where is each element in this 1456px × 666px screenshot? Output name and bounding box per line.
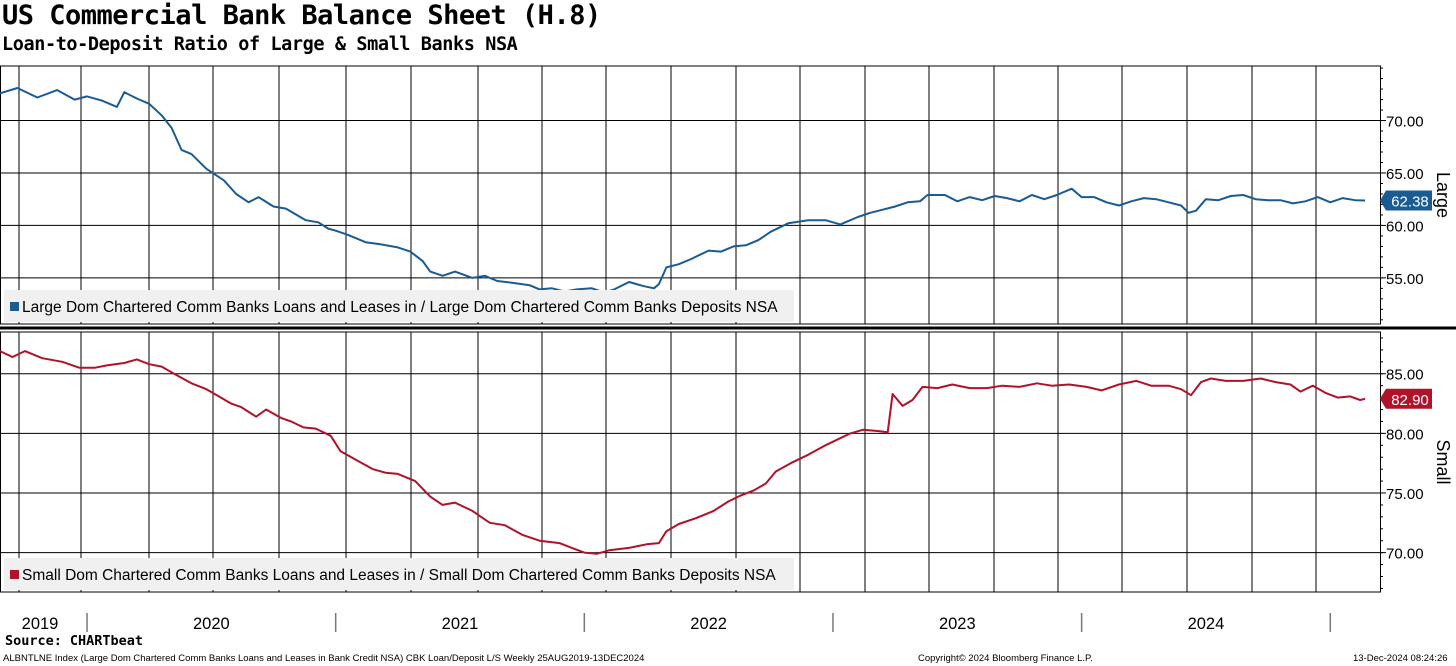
- panel-frame: [0, 331, 1381, 593]
- y-axis-label-large: Large: [1433, 172, 1453, 218]
- footer-index-info: ALBNTLNE Index (Large Dom Chartered Comm…: [3, 653, 645, 664]
- legend-label: Small Dom Chartered Comm Banks Loans and…: [22, 567, 776, 584]
- panel-small: 70.00 75.00 80.00 85.00 82.90 Small Small Dom …: [0, 331, 1453, 593]
- x-tick-label: 2021: [442, 615, 479, 633]
- x-tick-label: 2024: [1188, 615, 1225, 633]
- last-value-label: 62.38: [1391, 193, 1429, 210]
- last-value-badge: [1380, 190, 1432, 211]
- chart-subtitle: Loan-to-Deposit Ratio of Large & Small B…: [2, 34, 518, 55]
- y-tick-label: 80.00: [1386, 426, 1424, 443]
- source-value: CHARTbeat: [69, 633, 144, 649]
- x-tick-label: 2022: [690, 615, 727, 633]
- legend-label: Large Dom Chartered Comm Banks Loans and…: [22, 299, 778, 316]
- y-tick-label: 55.00: [1386, 271, 1424, 288]
- y-tick-label: 65.00: [1386, 166, 1424, 183]
- x-tick-label: 2020: [193, 615, 230, 633]
- chart-title: US Commercial Bank Balance Sheet (H.8): [2, 0, 601, 31]
- x-tick-label: 2019: [22, 615, 59, 633]
- legend-box: [4, 558, 794, 590]
- y-tick-label: 85.00: [1386, 367, 1424, 384]
- y-axis-label-small: Small: [1433, 439, 1453, 484]
- legend-box: [4, 290, 794, 322]
- panel-large: 55.00 60.00 65.00 70.00 62.38 Large Large Dom …: [0, 65, 1453, 325]
- footer-timestamp: 13-Dec-2024 08:24:26: [1353, 653, 1448, 664]
- y-tick-label: 70.00: [1386, 114, 1424, 131]
- panel-frame: [0, 65, 1381, 325]
- series-line-large: [0, 87, 1366, 294]
- y-tick-label: 75.00: [1386, 486, 1424, 503]
- legend-swatch: [10, 302, 19, 311]
- source-label: Source:: [5, 633, 62, 649]
- footer-copyright: Copyright© 2024 Bloomberg Finance L.P.: [918, 653, 1093, 664]
- legend-swatch: [10, 570, 19, 579]
- last-value-label: 82.90: [1391, 392, 1429, 409]
- last-value-badge: [1380, 388, 1432, 409]
- x-tick-label: 2023: [939, 615, 976, 633]
- source-line: Source: CHARTbeat: [5, 633, 143, 649]
- y-tick-label: 60.00: [1386, 218, 1424, 235]
- y-tick-label: 70.00: [1386, 546, 1424, 563]
- series-line-small: [0, 350, 1366, 555]
